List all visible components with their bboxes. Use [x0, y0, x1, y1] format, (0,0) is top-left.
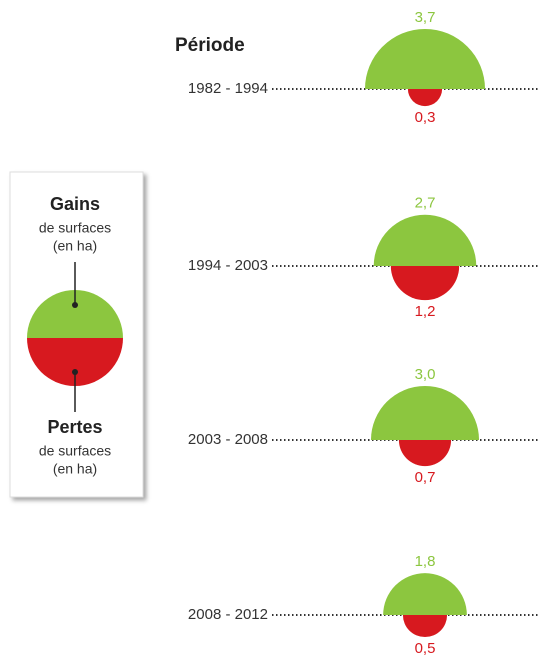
legend-note: (en ha): [53, 238, 97, 254]
loss-semicircle: [390, 266, 460, 301]
loss-value-label: 0,7: [415, 469, 436, 486]
legend-gain: [27, 290, 123, 338]
legend-note: de surfaces: [39, 220, 111, 236]
legend-dot: [72, 302, 78, 308]
category-label: 1982 - 1994: [188, 80, 268, 97]
loss-value-label: 1,2: [415, 303, 436, 320]
legend-label: Gains: [50, 194, 100, 214]
gain-value-label: 3,0: [415, 366, 436, 383]
gain-semicircle: [364, 28, 486, 89]
legend-label: Pertes: [47, 417, 102, 437]
chart-title: Période: [175, 35, 245, 56]
legend-dot: [72, 369, 78, 375]
gain-value-label: 3,7: [415, 9, 436, 26]
gain-value-label: 1,8: [415, 553, 436, 570]
gain-semicircle: [373, 214, 477, 266]
loss-value-label: 0,3: [415, 109, 436, 126]
gain-value-label: 2,7: [415, 195, 436, 212]
category-label: 2003 - 2008: [188, 431, 268, 448]
category-label: 2008 - 2012: [188, 606, 268, 623]
gain-semicircle: [383, 573, 467, 615]
legend-note: de surfaces: [39, 443, 111, 459]
loss-semicircle: [398, 440, 452, 467]
category-label: 1994 - 2003: [188, 257, 268, 274]
loss-semicircle: [402, 615, 448, 638]
loss-value-label: 0,5: [415, 640, 436, 657]
legend-note: (en ha): [53, 461, 97, 477]
gain-semicircle: [370, 385, 480, 440]
loss-semicircle: [407, 89, 443, 107]
legend-loss: [27, 338, 123, 386]
